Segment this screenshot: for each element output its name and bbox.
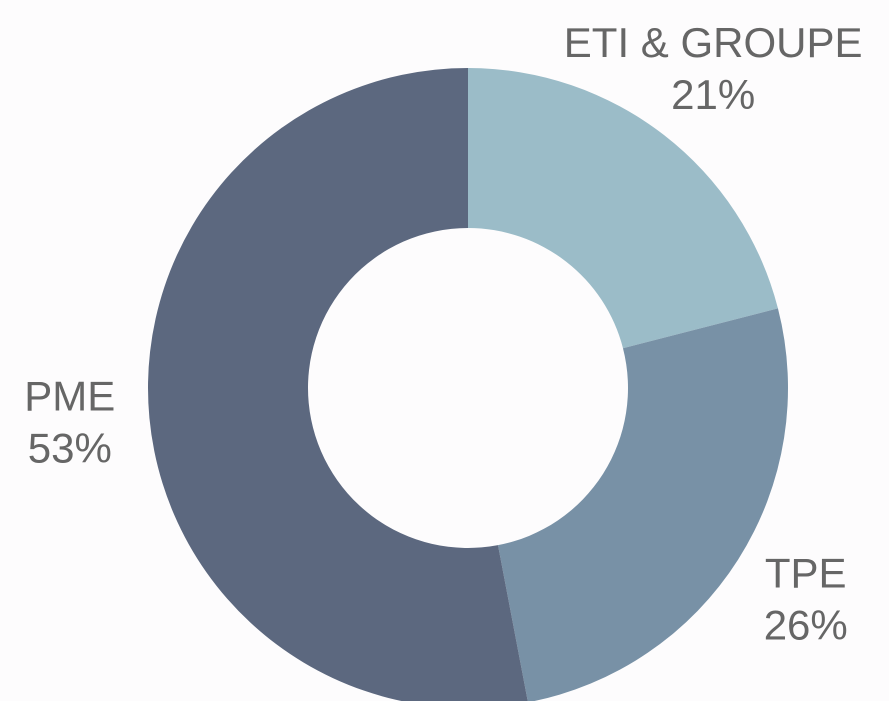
slice-name: ETI & GROUPE	[564, 19, 863, 66]
donut-slice	[468, 68, 778, 349]
slice-value-label: 26%	[764, 601, 848, 648]
slice-value-label: 53%	[28, 425, 112, 472]
slice-name: PME	[24, 373, 115, 420]
slice-value-label: 21%	[671, 71, 755, 118]
donut-slice	[497, 308, 788, 701]
donut-slice	[148, 68, 528, 701]
slice-name: TPE	[765, 549, 847, 596]
